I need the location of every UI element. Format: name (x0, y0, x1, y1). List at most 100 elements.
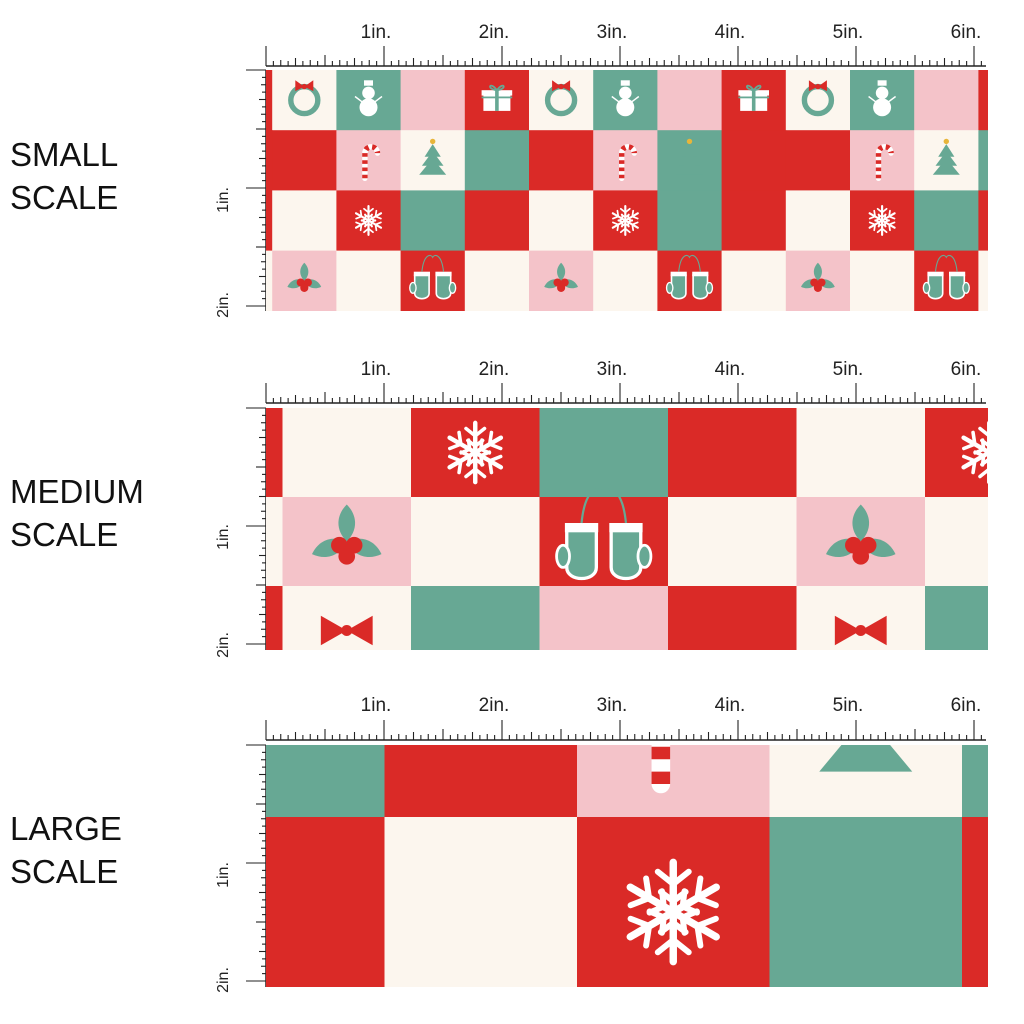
checker-cell (464, 130, 530, 191)
ruler-inch-label: 5in. (833, 22, 864, 43)
ruler-vertical-label: 1in. (215, 862, 232, 888)
ruler-inch-label: 2in. (479, 695, 510, 716)
checker-cell (266, 408, 283, 498)
ruler-inch-label: 6in. (951, 695, 982, 716)
checker-cell (336, 190, 402, 252)
large-scale-label-line1: LARGE (10, 810, 122, 847)
checker-cell (266, 70, 273, 131)
checker-cell (657, 130, 723, 191)
ruler-inch-label: 5in. (833, 359, 864, 380)
ruler-vertical-label: 2in. (215, 967, 232, 993)
holly-icon (544, 262, 579, 292)
snowflake-icon (611, 205, 639, 236)
checker-cell (850, 250, 915, 311)
checker-cell (721, 70, 787, 131)
ruler-inch-label: 1in. (361, 22, 392, 43)
checker-cell (529, 70, 594, 131)
bow-icon (320, 615, 373, 646)
ruler-vertical-label: 1in. (215, 524, 232, 550)
checker-cell (529, 250, 594, 311)
checker-cell (978, 70, 988, 131)
bow-icon (834, 615, 887, 646)
mittens-icon (922, 254, 970, 300)
checker-cell (411, 586, 540, 650)
checker-cell (266, 130, 273, 191)
checker-grid (266, 408, 988, 650)
snowflake-icon (354, 205, 383, 236)
holly-icon (800, 262, 835, 292)
tree-icon (676, 138, 703, 175)
checker-cell (657, 190, 723, 252)
checker-cell (925, 497, 988, 587)
candy-cane-icon (362, 144, 381, 182)
snowflake-icon (447, 420, 504, 485)
checker-cell (850, 70, 915, 131)
checker-cell (282, 586, 412, 650)
ruler-inch-label: 1in. (361, 359, 392, 380)
tree-icon (419, 138, 447, 175)
checker-cell (336, 70, 402, 131)
checker-cell (266, 745, 385, 818)
tree-icon (819, 745, 913, 772)
candy-cane-icon (651, 745, 671, 794)
checker-cell (400, 190, 466, 252)
checker-cell (769, 817, 963, 987)
checker-cell (978, 130, 988, 191)
checker-cell (411, 408, 540, 498)
checker-cell (668, 408, 797, 498)
candy-cane-icon (875, 144, 894, 182)
checker-cell (266, 817, 385, 987)
ruler-ticks (265, 720, 982, 740)
ruler-vertical-label: 1in. (215, 187, 232, 213)
medium-scale-label: MEDIUM SCALE (10, 470, 144, 556)
ruler-inch-label: 3in. (597, 695, 628, 716)
holly-icon (287, 262, 322, 292)
ruler-inch-label: 6in. (951, 22, 982, 43)
ruler-inch-label: 6in. (951, 359, 982, 380)
checker-cell (539, 586, 669, 650)
ruler-vertical-ticks (246, 744, 266, 982)
mittens-icon (409, 254, 457, 300)
snowman-icon (354, 80, 383, 117)
checker-cell (577, 745, 770, 818)
ruler-ticks (265, 46, 982, 66)
ruler-inch-label: 3in. (597, 22, 628, 43)
checker-cell (962, 745, 988, 818)
checker-cell (529, 190, 594, 252)
checker-cell (914, 250, 979, 311)
checker-cell (539, 408, 669, 498)
checker-cell (464, 70, 530, 131)
snowflake-icon (626, 858, 720, 966)
medium-scale-label-line2: SCALE (10, 516, 119, 553)
checker-cell (384, 745, 578, 818)
checker-cell (593, 190, 658, 252)
wreath-icon (801, 80, 835, 117)
gift-icon (738, 84, 769, 111)
holly-icon (311, 504, 382, 565)
small-scale-label-line2: SCALE (10, 179, 119, 216)
checker-cell (850, 130, 915, 191)
checker-cell (266, 497, 283, 587)
checker-cell (657, 70, 723, 131)
tree-icon (932, 138, 960, 175)
checker-cell (266, 250, 273, 311)
checker-cell (529, 130, 594, 191)
medium-scale-label-line1: MEDIUM (10, 473, 144, 510)
gift-icon (481, 84, 513, 111)
mittens-icon (555, 488, 653, 581)
snowman-icon (611, 80, 640, 117)
checker-cell (721, 190, 787, 252)
checker-cell (593, 130, 658, 191)
checker-cell (914, 190, 979, 252)
checker-cell (796, 497, 926, 587)
checker-cell (785, 130, 851, 191)
checker-cell (668, 497, 797, 587)
snowflake-icon (868, 205, 896, 236)
checker-cell (577, 817, 770, 987)
checker-cell (721, 130, 787, 191)
checker-grid (266, 745, 988, 987)
